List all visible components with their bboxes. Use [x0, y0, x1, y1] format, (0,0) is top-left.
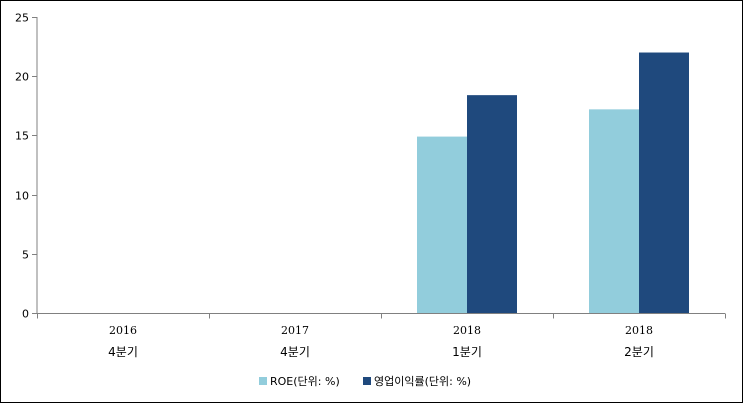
- x-category-year-label: 2018: [453, 324, 481, 337]
- bar-series-2: [467, 95, 517, 313]
- x-category-year-label: 2018: [625, 324, 653, 337]
- x-category-quarter-label: 2분기: [624, 345, 654, 359]
- y-tick-label: 10: [15, 190, 29, 203]
- legend-swatch-series-1: [259, 377, 267, 385]
- y-tick-label: 0: [22, 308, 29, 321]
- y-tick-label: 25: [15, 12, 29, 25]
- y-tick-label: 20: [15, 71, 29, 84]
- bar-series-2: [639, 52, 689, 314]
- y-tick-label: 5: [22, 249, 29, 262]
- legend-label-series-2: 영업이익률(단위: %): [374, 375, 471, 388]
- x-category-year-label: 2016: [109, 324, 137, 337]
- x-category-quarter-label: 1분기: [452, 345, 482, 359]
- bar-series-1: [417, 136, 467, 313]
- x-axis: 2016 4분기 2017 4분기 2018 1분기 2018 2분기: [37, 313, 726, 359]
- legend: ROE(단위: %) 영업이익률(단위: %): [259, 375, 471, 388]
- x-category-quarter-label: 4분기: [280, 345, 310, 359]
- legend-label-series-1: ROE(단위: %): [270, 375, 340, 388]
- y-tick-label: 15: [15, 130, 29, 143]
- bar-series-1: [589, 109, 639, 314]
- y-axis: 0 5 10 15 20 25: [15, 12, 38, 321]
- legend-swatch-series-2: [363, 377, 371, 385]
- x-category-year-label: 2017: [281, 324, 309, 337]
- bars: [417, 52, 689, 314]
- x-category-quarter-label: 4분기: [108, 345, 138, 359]
